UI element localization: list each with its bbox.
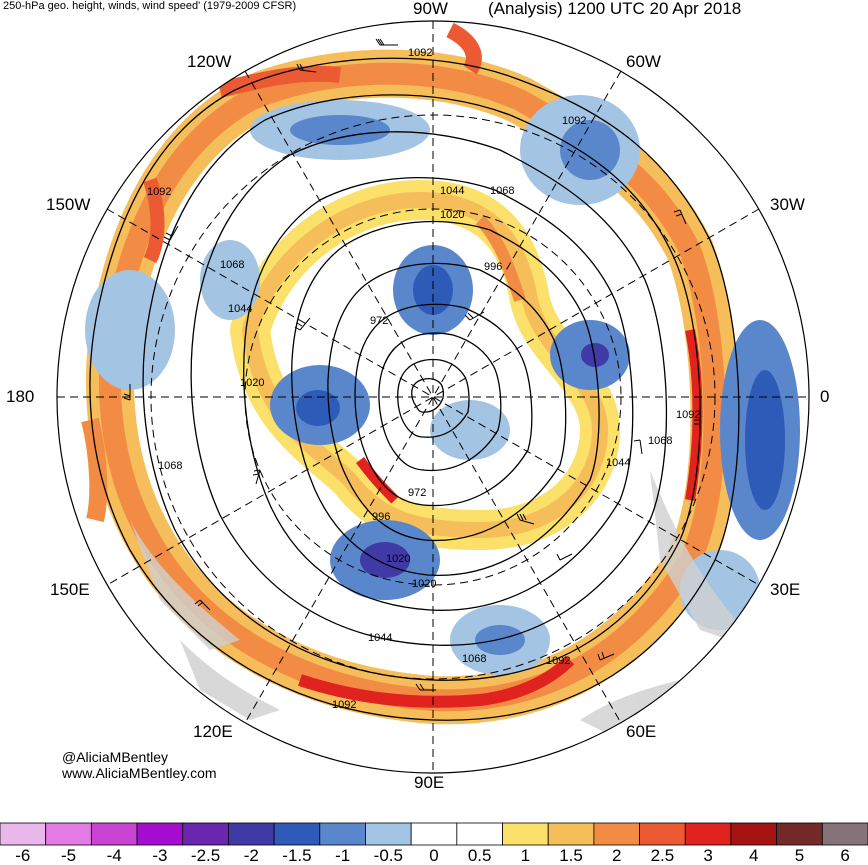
contour-label: 1068 <box>648 435 672 447</box>
contour-label: 1092 <box>332 699 356 711</box>
colorbar-tick-label: -2.5 <box>190 846 221 865</box>
contour-label: 1044 <box>606 457 630 469</box>
contour-label: 1068 <box>462 653 486 665</box>
contour-label: 1092 <box>546 655 570 667</box>
colorbar-tick-label: 3 <box>703 846 713 865</box>
colorbar-tick-label: -4 <box>106 846 122 865</box>
contour-label: 1020 <box>386 553 410 565</box>
colorbar-tick-label: 0.5 <box>467 846 492 865</box>
colorbar-swatch <box>273 822 321 846</box>
author-credit: @AliciaMBentley <box>62 749 169 765</box>
colorbar-swatch <box>776 822 823 846</box>
colorbar-swatch <box>730 822 778 846</box>
lon-label-150e: 150E <box>50 580 90 599</box>
contour-label: 1092 <box>147 186 171 198</box>
colorbar-tick-label: 6 <box>840 846 850 865</box>
contour-label: 1092 <box>562 115 586 127</box>
map-valid-time: (Analysis) 1200 UTC 20 Apr 2018 <box>488 0 742 18</box>
colorbar-tick-label: 2.5 <box>650 846 675 865</box>
colorbar-tick-label: -0.5 <box>373 846 403 865</box>
colorbar-swatch <box>136 822 184 846</box>
colorbar-swatch <box>821 822 868 846</box>
colorbar-tick-label: 1.5 <box>559 846 583 865</box>
contour-label: 1068 <box>158 460 182 472</box>
colorbar-tick-label: 2 <box>612 846 622 865</box>
colorbar-swatch <box>319 822 366 846</box>
contour-label: 1020 <box>440 209 464 221</box>
lon-label-60w: 60W <box>626 52 661 71</box>
lon-label-120w: 120W <box>187 52 232 71</box>
negative-anomaly-shading <box>85 95 800 675</box>
lon-label-120e: 120E <box>193 722 233 741</box>
colorbar-tick-label: -5 <box>60 846 77 865</box>
map-variable-title: 250-hPa geo. height, winds, wind speed' … <box>3 0 297 12</box>
lon-label-30e: 30E <box>770 580 801 599</box>
contour-label: 1020 <box>412 578 436 590</box>
height-contours <box>89 57 740 721</box>
colorbar-swatch <box>639 822 686 846</box>
lon-label-90e: 90E <box>414 773 445 792</box>
colorbar-tick-label: 1 <box>520 846 531 865</box>
colorbar-swatch <box>0 822 47 846</box>
contour-label: 1092 <box>676 409 700 421</box>
colorbar-tick-label: 5 <box>794 846 805 865</box>
lon-label-150w: 150W <box>46 195 91 214</box>
colorbar-swatch <box>365 822 412 846</box>
colorbar-swatch <box>45 822 92 846</box>
colorbar-swatch <box>547 822 595 846</box>
colorbar-tick-label: -1.5 <box>282 846 312 865</box>
colorbar-tick-label: -2 <box>243 846 259 865</box>
positive-anomaly-shading <box>81 22 739 725</box>
contour-label: 1044 <box>228 303 252 315</box>
lon-label-0: 0 <box>820 387 830 406</box>
wind-barbs <box>123 38 701 691</box>
colorbar-tick-label: -3 <box>152 846 168 865</box>
colorbar-tick-label: 0 <box>429 846 439 865</box>
contour-label: 1092 <box>408 47 432 59</box>
contour-labels: 1092 1092 1092 1068 1044 1020 996 972 10… <box>147 47 700 711</box>
colorbar-swatch <box>456 822 503 846</box>
colorbar-tick-label: 4 <box>749 846 759 865</box>
colorbar-swatch <box>502 822 549 846</box>
colorbar-tick-label: -1 <box>335 846 351 865</box>
colorbar <box>0 822 868 846</box>
contour-label: 996 <box>372 511 390 523</box>
contour-label: 996 <box>484 261 502 273</box>
lon-label-60e: 60E <box>626 722 657 741</box>
colorbar-swatch <box>228 822 275 846</box>
contour-label: 1068 <box>220 259 244 271</box>
lon-label-30w: 30W <box>770 195 805 214</box>
contour-label: 972 <box>370 315 388 327</box>
colorbar-swatch <box>90 822 138 846</box>
lon-label-90w: 90W <box>413 0 448 18</box>
colorbar-swatch <box>684 822 732 846</box>
lon-label-180: 180 <box>6 387 35 406</box>
colorbar-swatch <box>593 822 640 846</box>
contour-label: 1068 <box>490 185 514 197</box>
graticule <box>57 21 809 773</box>
colorbar-swatch <box>182 822 229 846</box>
colorbar-tick-label: -6 <box>15 846 31 865</box>
author-website: www.AliciaMBentley.com <box>62 765 217 781</box>
map-boundary <box>56 20 810 774</box>
contour-label: 1044 <box>440 185 464 197</box>
colorbar-swatch <box>410 822 458 846</box>
contour-label: 1044 <box>368 632 392 644</box>
contour-label: 1020 <box>240 377 264 389</box>
contour-label: 972 <box>408 487 426 499</box>
